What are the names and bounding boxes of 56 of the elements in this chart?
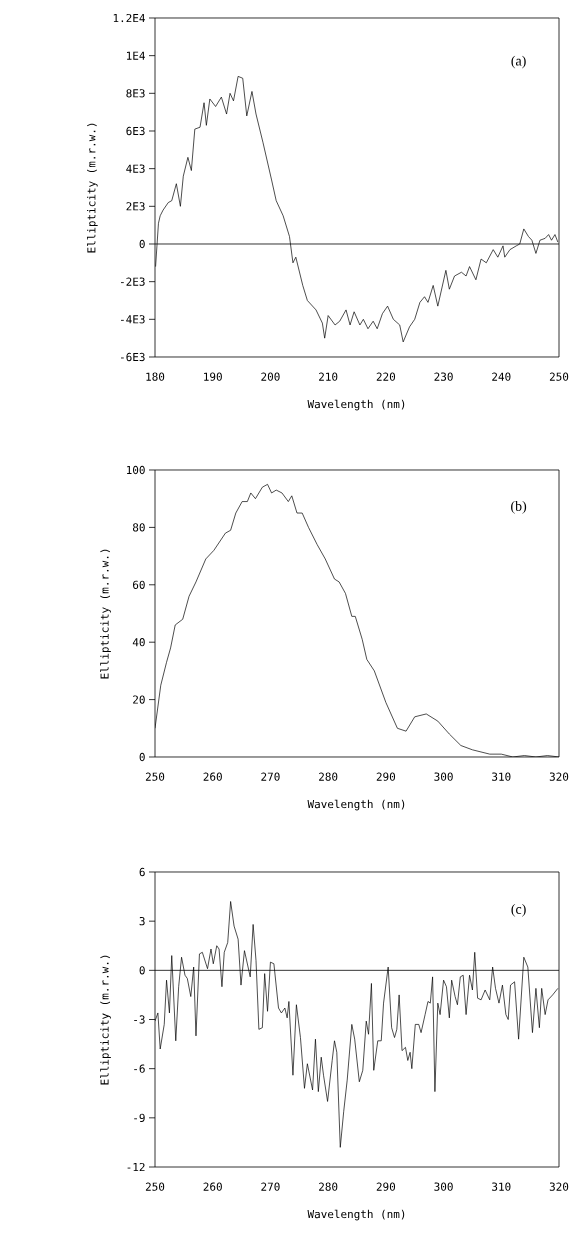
y-tick-label: -6E3 bbox=[121, 352, 145, 362]
y-tick-label: 6E3 bbox=[126, 126, 145, 136]
y-tick-label: -6 bbox=[134, 1064, 145, 1073]
x-tick-label: 310 bbox=[492, 1182, 511, 1191]
y-axis-title: Ellipticity (m.r.w.) bbox=[100, 955, 111, 1085]
y-tick-label: 80 bbox=[132, 523, 145, 532]
x-tick-label: 200 bbox=[261, 372, 280, 381]
x-tick-label: 180 bbox=[146, 372, 165, 381]
x-tick-label: 260 bbox=[203, 1182, 222, 1191]
x-tick-label: 250 bbox=[549, 372, 569, 381]
x-tick-label: 310 bbox=[492, 772, 511, 781]
x-tick-label: 290 bbox=[376, 772, 396, 781]
x-axis-title: Wavelength (nm) bbox=[307, 1209, 405, 1221]
x-tick-label: 250 bbox=[145, 772, 165, 781]
x-tick-label: 280 bbox=[319, 1182, 338, 1191]
y-tick-label: 4E3 bbox=[126, 164, 145, 173]
x-tick-label: 290 bbox=[376, 1182, 396, 1191]
y-tick-label: -12 bbox=[127, 1162, 145, 1172]
y-tick-label: 3 bbox=[139, 917, 145, 926]
y-tick-label: 1.2E4 bbox=[113, 13, 145, 23]
x-tick-label: 230 bbox=[434, 372, 453, 381]
x-tick-label: 270 bbox=[261, 1182, 280, 1191]
y-tick-label: -3 bbox=[134, 1015, 145, 1024]
y-tick-label: 20 bbox=[133, 695, 145, 704]
x-axis-title: Wavelength (nm) bbox=[307, 399, 405, 411]
annotation: (a) bbox=[511, 55, 526, 69]
y-tick-label: 6 bbox=[139, 867, 145, 877]
x-tick-label: 190 bbox=[204, 372, 222, 381]
x-tick-label: 300 bbox=[434, 772, 453, 781]
x-tick-label: 210 bbox=[319, 372, 338, 381]
y-tick-label: -9 bbox=[134, 1113, 145, 1122]
y-tick-label: -4E3 bbox=[121, 315, 145, 324]
x-tick-label: 280 bbox=[319, 772, 338, 781]
annotation: (b) bbox=[511, 500, 527, 514]
y-tick-label: 1E4 bbox=[127, 51, 145, 60]
x-axis-title: Wavelength (nm) bbox=[307, 799, 405, 811]
y-tick-label: 60 bbox=[133, 580, 145, 589]
y-tick-label: -2E3 bbox=[121, 277, 145, 286]
y-tick-label: 0 bbox=[139, 239, 145, 249]
y-tick-label: 100 bbox=[127, 465, 145, 475]
y-tick-label: 0 bbox=[139, 752, 145, 762]
y-tick-label: 40 bbox=[132, 638, 145, 647]
y-tick-label: 8E3 bbox=[126, 89, 145, 98]
x-tick-label: 320 bbox=[549, 772, 569, 781]
y-tick-label: 2E3 bbox=[126, 202, 145, 211]
x-tick-label: 270 bbox=[261, 772, 280, 781]
x-tick-label: 320 bbox=[549, 1182, 569, 1191]
annotation: (c) bbox=[511, 904, 526, 917]
y-axis-title: Ellipticity (m.r.w.) bbox=[87, 123, 98, 253]
y-tick-label: 0 bbox=[139, 966, 145, 975]
x-tick-label: 220 bbox=[376, 372, 396, 381]
x-tick-label: 260 bbox=[203, 772, 222, 781]
x-tick-label: 300 bbox=[434, 1182, 453, 1191]
x-tick-label: 250 bbox=[145, 1182, 165, 1191]
x-tick-label: 240 bbox=[492, 372, 511, 381]
y-axis-title: Ellipticity (m.r.w.) bbox=[100, 549, 111, 679]
